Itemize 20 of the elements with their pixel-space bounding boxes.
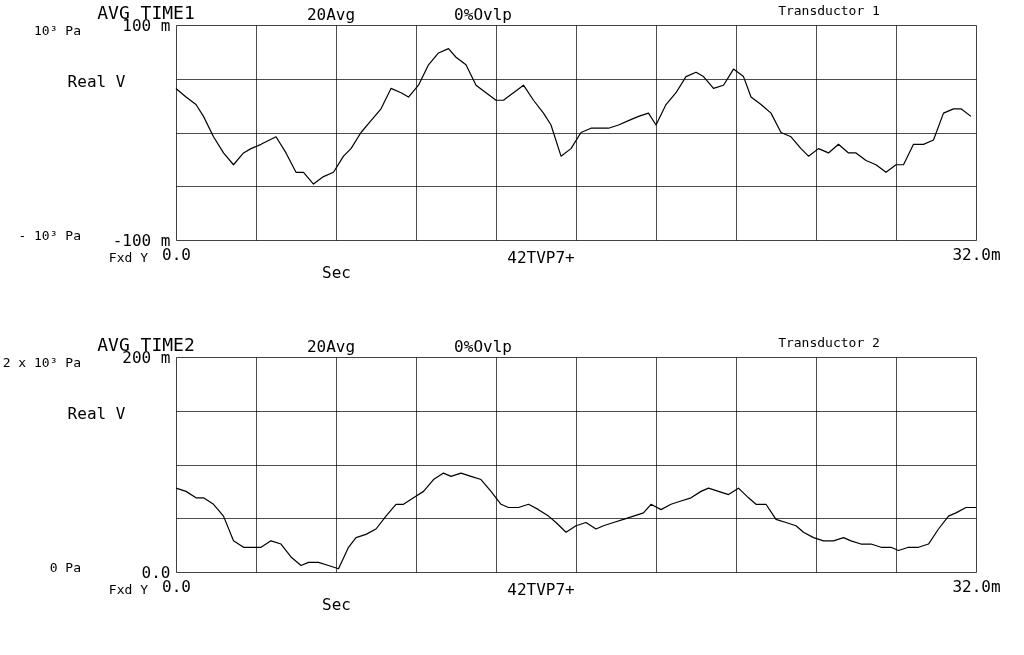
text: Transductor 1 [778, 3, 880, 18]
text: 0%Ovlp [454, 337, 512, 356]
text: 10³ Pa [34, 23, 81, 38]
y-axis-title: Real V [67, 404, 126, 423]
x-tick-label: 32.0m [952, 244, 1001, 264]
text: 42TVP7+ [507, 248, 575, 267]
text: 0%Ovlp [454, 5, 512, 24]
text: 42TVP7+ [507, 580, 575, 599]
x-tick-label: 32.0m [952, 576, 1001, 596]
text: Fxd Y [108, 582, 149, 597]
text: 2 x 10³ Pa [2, 355, 81, 370]
text: 0 Pa [49, 560, 81, 575]
x-axis-title: Sec [322, 594, 351, 614]
x-axis-title: Sec [322, 262, 351, 282]
text: Transductor 2 [778, 335, 880, 350]
text: - 10³ Pa [18, 228, 81, 243]
text: Fxd Y [108, 250, 149, 265]
y-axis-title: Real V [67, 72, 126, 91]
text: 20Avg [306, 5, 356, 24]
text: 20Avg [306, 337, 356, 356]
